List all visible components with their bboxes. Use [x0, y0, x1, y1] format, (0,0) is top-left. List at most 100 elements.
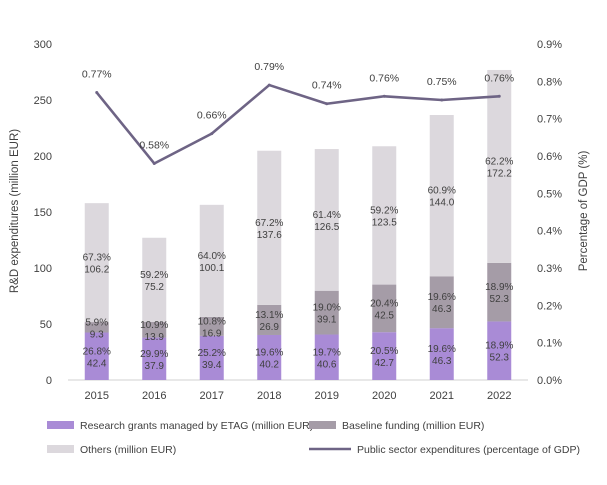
legend-others-label: Others (million EUR): [80, 444, 176, 456]
bar-value-label: 42.5: [375, 310, 395, 321]
legend-etag-grants-label: Research grants managed by ETAG (million…: [80, 420, 313, 432]
bar-share-label: 19.6%: [255, 347, 283, 358]
legend: Research grants managed by ETAG (million…: [47, 420, 580, 456]
bar-value-label: 42.7: [375, 358, 395, 369]
y2-tick-label: 0.8%: [537, 76, 562, 88]
bar-value-label: 40.2: [260, 359, 280, 370]
gdp-line-series: 0.77% 0.58% 0.66% 0.79% 0.74% 0.76% 0.75% 0.76%: [82, 61, 514, 165]
bar-value-label: 39.1: [317, 315, 337, 326]
bars: [84, 69, 512, 380]
y2-tick-label: 0.6%: [537, 151, 562, 163]
gdp-line-path: [95, 83, 500, 165]
gdp-line-point: [95, 91, 99, 95]
x-tick-label: 2022: [487, 390, 511, 402]
x-tick-label: 2017: [200, 390, 224, 402]
x-tick-label: 2021: [430, 390, 454, 402]
bar-baseline-funding-2017: [199, 316, 224, 336]
bar-share-label: 59.2%: [140, 270, 168, 281]
bar-share-label: 10.9%: [140, 320, 168, 331]
y-tick-label: 250: [34, 95, 52, 107]
y2-tick-label: 0.7%: [537, 114, 562, 126]
bar-share-label: 19.6%: [428, 344, 456, 355]
gdp-line-value-label: 0.58%: [139, 139, 169, 151]
bar-etag-grants-2018: [257, 334, 282, 380]
bar-value-label: 46.3: [432, 304, 452, 315]
bar-share-label: 64.0%: [198, 251, 226, 262]
bar-etag-grants-2019: [314, 334, 339, 380]
bar-value-label: 40.6: [317, 359, 337, 370]
y2-tick-label: 0.0%: [537, 375, 562, 387]
bar-baseline-funding-2016: [142, 321, 167, 338]
y2-tick-label: 0.2%: [537, 300, 562, 312]
bar-share-label: 61.4%: [313, 210, 341, 221]
bar-share-label: 62.2%: [485, 156, 513, 167]
legend-others-swatch: [47, 445, 74, 453]
bar-value-label: 39.4: [202, 360, 222, 371]
bar-share-label: 20.5%: [370, 346, 398, 357]
bar-value-label: 42.4: [87, 358, 107, 369]
bar-value-label: 13.9: [145, 332, 165, 343]
gdp-line-point: [382, 94, 386, 98]
y-tick-label: 50: [40, 319, 52, 331]
bar-etag-grants-2017: [199, 335, 224, 380]
bar-share-label: 10.8%: [198, 316, 226, 327]
x-tick-label: 2016: [142, 390, 166, 402]
gdp-line-value-label: 0.66%: [197, 110, 227, 122]
bar-baseline-funding-2019: [314, 290, 339, 335]
bar-others-2019: [314, 149, 339, 291]
bar-value-label: 26.9: [260, 322, 280, 333]
bar-others-2018: [257, 150, 282, 305]
bar-share-label: 26.8%: [83, 346, 111, 357]
bar-share-label: 67.3%: [83, 253, 111, 264]
y-tick-label: 100: [34, 263, 52, 275]
bar-others-2015: [84, 203, 109, 323]
y2-tick-label: 0.3%: [537, 263, 562, 275]
bar-others-2017: [199, 204, 224, 317]
gdp-line-point: [440, 98, 444, 102]
y-tick-label: 200: [34, 151, 52, 163]
gdp-line-point: [267, 83, 271, 87]
bar-share-label: 29.9%: [140, 349, 168, 360]
bar-value-label: 37.9: [145, 361, 165, 372]
bar-share-label: 19.6%: [428, 292, 456, 303]
bar-share-label: 67.2%: [255, 218, 283, 229]
bar-etag-grants-2022: [487, 321, 512, 380]
bar-value-label: 9.3: [90, 329, 104, 340]
x-tick-label: 2018: [257, 390, 281, 402]
bar-value-label: 123.5: [372, 217, 397, 228]
y2-tick-label: 0.9%: [537, 39, 562, 51]
bar-value-label: 126.5: [314, 222, 339, 233]
y-axis-title: R&D expenditures (million EUR): [9, 129, 21, 293]
bar-share-label: 59.2%: [370, 205, 398, 216]
bar-share-label: 13.1%: [255, 310, 283, 321]
legend-etag-grants-swatch: [47, 421, 74, 429]
bar-share-label: 18.9%: [485, 282, 513, 293]
bar-others-2022: [487, 69, 512, 263]
bar-value-label: 106.2: [84, 265, 109, 276]
y2-axis-ticks: 0.0% 0.1% 0.2% 0.3% 0.4% 0.5% 0.6% 0.7% 0.8% 0.9%: [537, 39, 562, 387]
y2-tick-label: 0.1%: [537, 338, 562, 350]
bar-others-2021: [429, 115, 454, 277]
bar-etag-grants-2015: [84, 332, 109, 380]
x-tick-label: 2015: [85, 390, 109, 402]
gdp-line-point: [152, 161, 156, 165]
bar-value-label: 172.2: [487, 168, 512, 179]
bar-share-label: 5.9%: [85, 317, 108, 328]
legend-baseline-funding-label: Baseline funding (million EUR): [342, 420, 484, 432]
bar-share-label: 25.2%: [198, 348, 226, 359]
bar-share-label: 19.0%: [313, 303, 341, 314]
bar-value-label: 100.1: [199, 263, 224, 274]
gdp-line-value-label: 0.79%: [254, 61, 284, 73]
bar-value-label: 144.0: [429, 198, 454, 209]
y-axis-ticks: 0 50 100 150 200 250 300: [34, 39, 52, 387]
bar-others-2020: [372, 146, 397, 285]
bar-share-label: 60.9%: [428, 186, 456, 197]
x-axis-ticks: 2015 2016 2017 2018 2019 2020 2021 2022: [85, 390, 512, 402]
gdp-line-value-label: 0.74%: [312, 80, 342, 92]
bar-share-label: 19.7%: [313, 347, 341, 358]
y2-tick-label: 0.5%: [537, 188, 562, 200]
bar-baseline-funding-2021: [429, 276, 454, 329]
legend-baseline-funding-swatch: [309, 421, 336, 429]
